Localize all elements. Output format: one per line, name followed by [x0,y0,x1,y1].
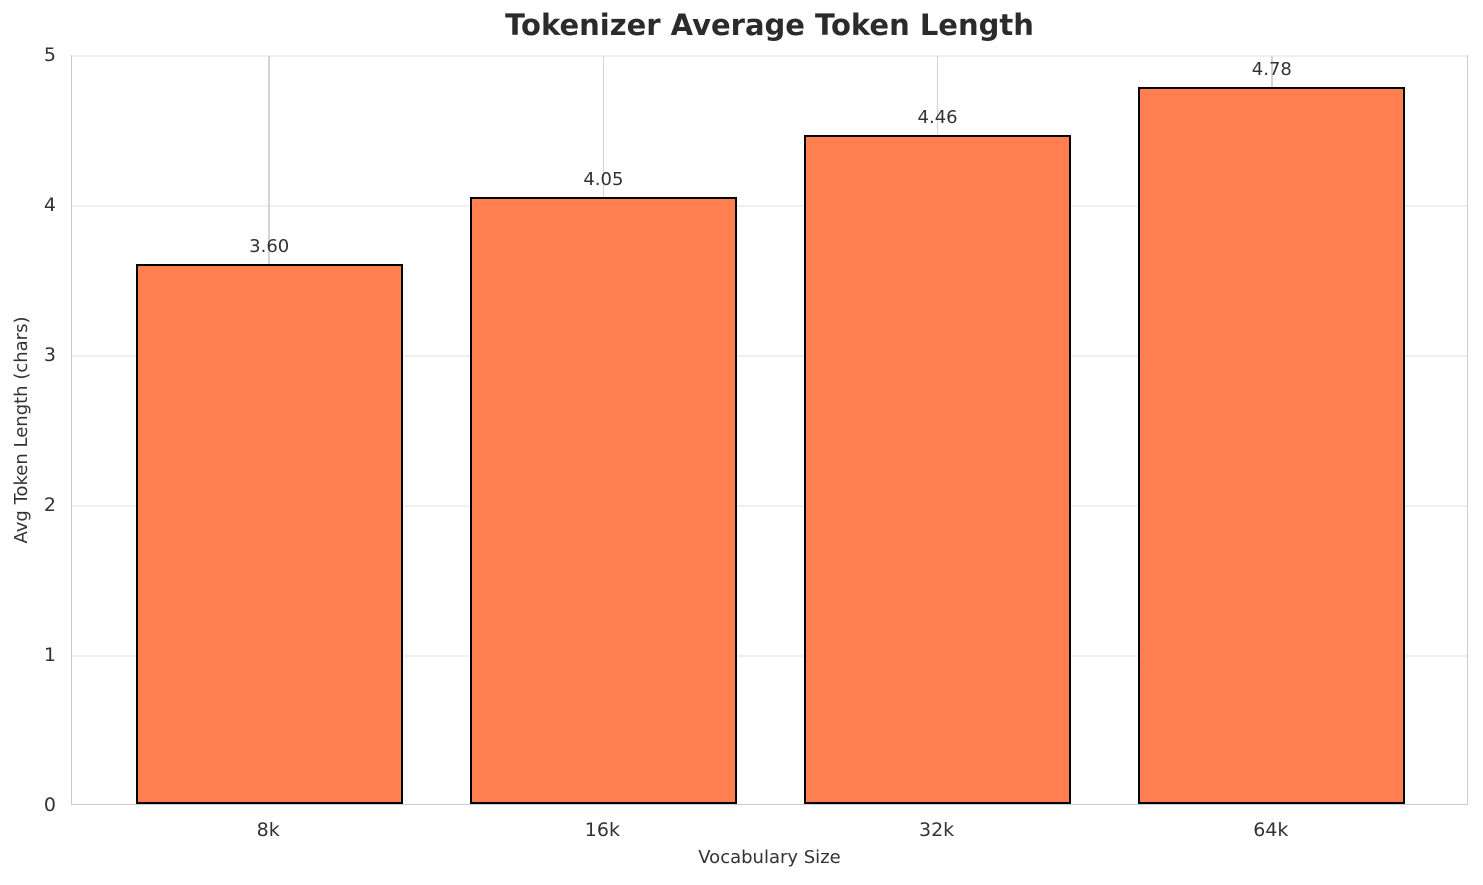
gridline-horizontal [72,355,1467,357]
gridline-horizontal [72,655,1467,657]
bar-64k [1138,87,1406,804]
gridline-horizontal [72,55,1467,57]
gridline-horizontal [72,505,1467,507]
bar-8k [135,264,403,804]
y-tick-label: 2 [43,494,56,516]
y-tick-label: 3 [43,344,56,366]
bar-value-label: 4.46 [917,107,958,128]
x-tick-label-64k: 64k [1253,819,1289,841]
y-tick-label: 0 [43,794,56,816]
bar-16k [469,196,738,804]
gridline-horizontal [72,205,1467,207]
y-tick-label: 1 [43,644,56,666]
y-tick-label: 4 [43,194,56,216]
bar-value-label: 3.60 [249,236,290,257]
plot-area: 3.60 4.05 4.46 4.78 [71,55,1468,805]
chart-title: Tokenizer Average Token Length [505,8,1034,42]
bar-value-label: 4.78 [1251,59,1292,80]
y-tick-label: 5 [43,44,56,66]
bar-32k [803,135,1072,804]
x-tick-label-16k: 16k [584,819,620,841]
x-axis-label: Vocabulary Size [698,847,841,868]
x-tick-label-8k: 8k [256,819,280,841]
x-tick-label-32k: 32k [919,819,955,841]
bar-value-label: 4.05 [583,168,624,190]
